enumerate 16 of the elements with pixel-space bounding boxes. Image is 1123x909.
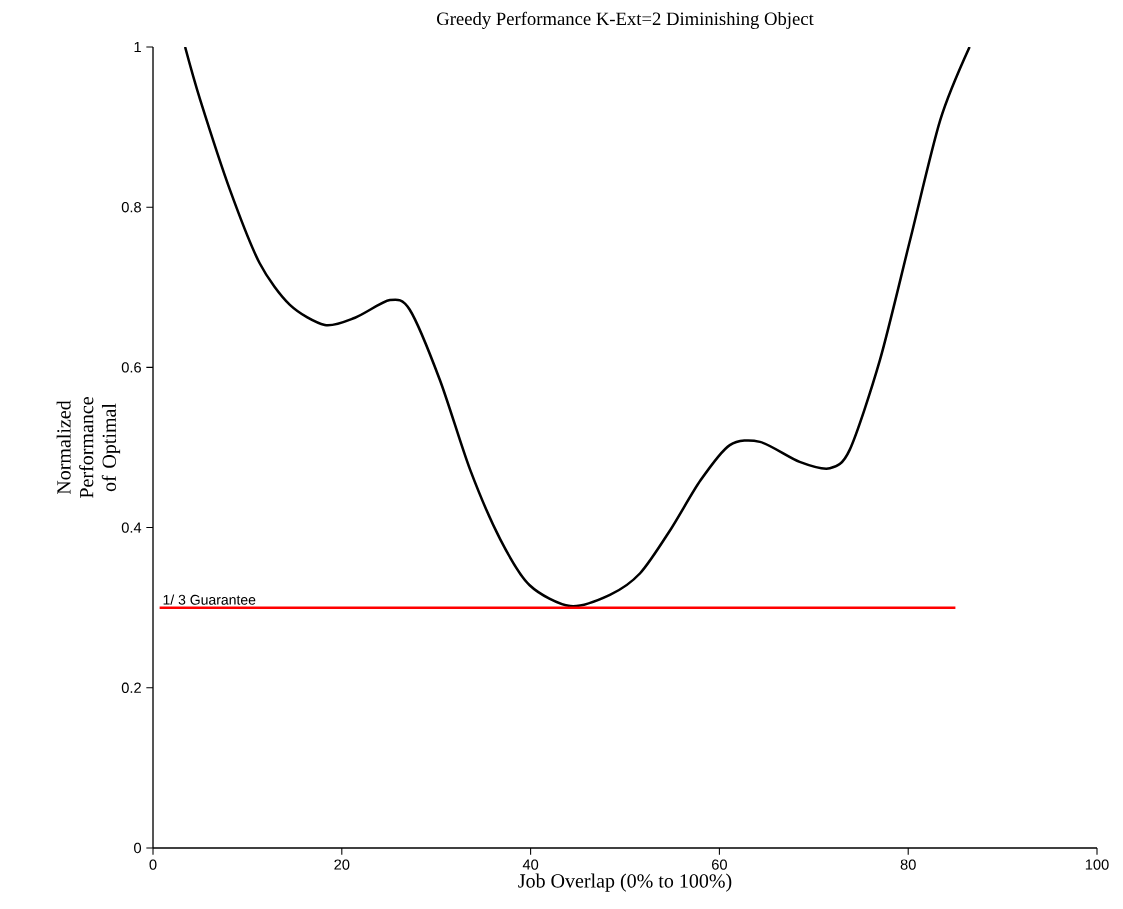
- x-tick-label: 20: [334, 859, 350, 870]
- y-tick-label: 0.8: [121, 202, 141, 213]
- chart-title: Greedy Performance K-Ext=2 Diminishing Object: [437, 11, 814, 29]
- x-axis-title: Job Overlap (0% to 100%): [518, 873, 732, 892]
- x-tick-label: 80: [900, 859, 916, 870]
- x-tick-label: 0: [149, 859, 157, 870]
- y-tick-label: 0.6: [121, 362, 141, 373]
- y-tick-label: 0: [134, 842, 142, 854]
- series-label: 1/ 3 Guarantee: [163, 594, 256, 605]
- y-tick-label: 0.2: [121, 682, 141, 693]
- y-axis-title: Normalized Performance of Optimal: [56, 397, 121, 498]
- x-tick-label: 100: [1085, 859, 1109, 870]
- y-tick-label: 1: [134, 41, 141, 53]
- x-tick-label: 40: [522, 859, 539, 870]
- x-tick-label: 60: [712, 859, 727, 870]
- y-tick-label: 0.4: [121, 522, 142, 533]
